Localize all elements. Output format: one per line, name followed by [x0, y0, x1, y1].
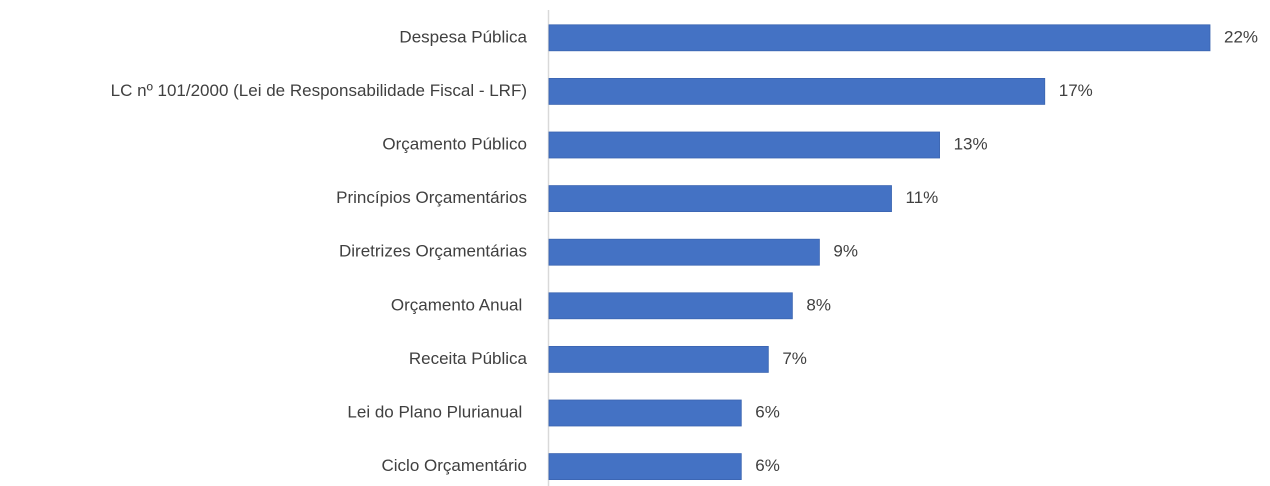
category-label: LC nº 101/2000 (Lei de Responsabilidade … [111, 81, 527, 100]
bar [548, 185, 892, 213]
value-label: 7% [782, 349, 807, 368]
value-label: 9% [833, 242, 858, 261]
bar [548, 238, 820, 266]
category-label: Princípios Orçamentários [336, 188, 527, 207]
category-label: Diretrizes Orçamentárias [339, 242, 527, 261]
bar [548, 399, 742, 427]
value-label: 22% [1224, 27, 1258, 46]
category-label: Orçamento Anual [391, 295, 527, 314]
value-label: 11% [906, 188, 939, 207]
value-label: 13% [954, 134, 988, 153]
value-label: 6% [755, 402, 780, 421]
bar [548, 78, 1046, 105]
bar [548, 24, 1211, 52]
value-label: 6% [755, 456, 780, 475]
value-label: 17% [1059, 81, 1093, 100]
bar [548, 345, 769, 373]
bar [548, 292, 793, 320]
category-label: Despesa Pública [399, 27, 527, 46]
category-label: Ciclo Orçamentário [382, 456, 528, 475]
bar [548, 453, 742, 481]
category-label: Orçamento Público [382, 134, 527, 153]
category-label: Receita Pública [409, 349, 528, 368]
category-label: Lei do Plano Plurianual [347, 402, 527, 421]
bar [548, 131, 940, 159]
value-label: 8% [806, 295, 831, 314]
